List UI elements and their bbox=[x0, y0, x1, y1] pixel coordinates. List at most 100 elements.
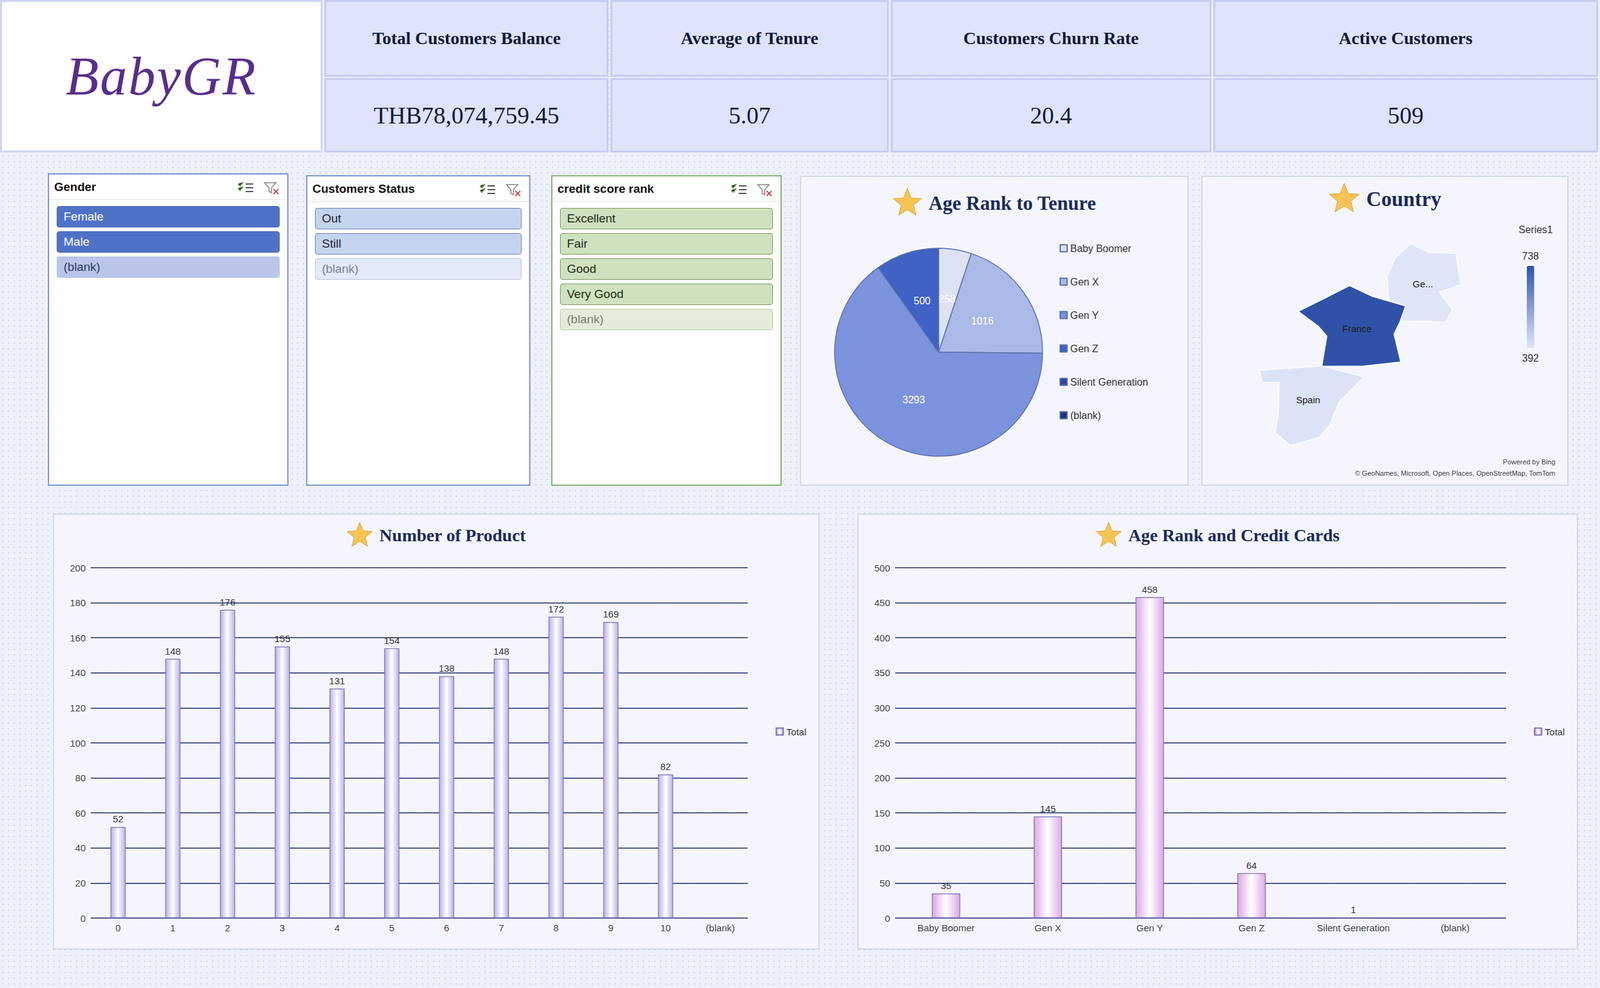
html-text:Active Customers: Active Customers bbox=[1338, 28, 1473, 48]
html-text:Male: Male bbox=[63, 234, 90, 249]
svg-text:392: 392 bbox=[1521, 352, 1539, 364]
svg-text:35: 35 bbox=[940, 880, 952, 891]
svg-text:© GeoNames, Microsoft, Open Pl: © GeoNames, Microsoft, Open Places, Open… bbox=[1354, 469, 1556, 477]
html-text:20.4: 20.4 bbox=[1030, 102, 1072, 129]
svg-text:400: 400 bbox=[874, 632, 891, 644]
svg-text:258: 258 bbox=[938, 293, 956, 305]
svg-text:(blank): (blank) bbox=[706, 922, 736, 933]
svg-text:138: 138 bbox=[438, 662, 455, 674]
svg-text:1: 1 bbox=[1350, 903, 1356, 915]
html-text:Gender: Gender bbox=[54, 180, 97, 194]
html-text:Customers Status: Customers Status bbox=[312, 182, 415, 196]
svg-text:40: 40 bbox=[74, 842, 86, 853]
svg-text:80: 80 bbox=[74, 772, 86, 783]
svg-text:(blank): (blank) bbox=[1070, 410, 1102, 421]
svg-text:458: 458 bbox=[1142, 583, 1158, 595]
svg-text:7: 7 bbox=[498, 922, 504, 933]
svg-text:8: 8 bbox=[553, 922, 559, 933]
html-text:Age Rank to Tenure: Age Rank to Tenure bbox=[928, 191, 1096, 214]
svg-text:Gen X: Gen X bbox=[1034, 922, 1062, 933]
svg-text:Series1: Series1 bbox=[1518, 224, 1553, 235]
svg-text:6: 6 bbox=[444, 922, 450, 933]
svg-text:500: 500 bbox=[914, 295, 932, 307]
svg-text:50: 50 bbox=[879, 877, 891, 889]
svg-text:Gen Y: Gen Y bbox=[1136, 922, 1163, 933]
html-text:509: 509 bbox=[1387, 102, 1424, 129]
svg-text:0: 0 bbox=[115, 922, 121, 933]
html-text:(blank): (blank) bbox=[63, 260, 101, 274]
svg-text:4: 4 bbox=[334, 922, 340, 933]
svg-text:148: 148 bbox=[493, 645, 509, 657]
html-text:(blank): (blank) bbox=[321, 262, 359, 276]
svg-text:Gen Z: Gen Z bbox=[1238, 922, 1265, 933]
svg-text:100: 100 bbox=[69, 737, 86, 749]
svg-text:145: 145 bbox=[1040, 803, 1056, 814]
svg-text:France: France bbox=[1342, 323, 1372, 334]
svg-text:250: 250 bbox=[874, 737, 891, 749]
svg-text:Spain: Spain bbox=[1295, 394, 1320, 406]
svg-text:Gen Z: Gen Z bbox=[1070, 343, 1099, 355]
svg-text:300: 300 bbox=[874, 702, 891, 714]
svg-text:100: 100 bbox=[874, 842, 891, 853]
svg-text:131: 131 bbox=[329, 675, 346, 686]
svg-text:Gen Y: Gen Y bbox=[1070, 309, 1099, 321]
svg-text:169: 169 bbox=[602, 608, 619, 620]
html-text:Age Rank and Credit Cards: Age Rank and Credit Cards bbox=[1128, 525, 1340, 545]
html-text:Customers Churn Rate: Customers Churn Rate bbox=[963, 28, 1139, 48]
svg-text:Ge...: Ge... bbox=[1412, 278, 1434, 290]
svg-text:Gen X: Gen X bbox=[1070, 276, 1100, 288]
html-text:Still: Still bbox=[321, 236, 342, 251]
svg-text:9: 9 bbox=[608, 922, 614, 933]
svg-text:Powered by Bing: Powered by Bing bbox=[1502, 457, 1556, 466]
svg-text:450: 450 bbox=[874, 597, 891, 608]
svg-text:2: 2 bbox=[224, 922, 230, 933]
html-text:THB78,074,759.45: THB78,074,759.45 bbox=[373, 102, 560, 129]
svg-text:155: 155 bbox=[274, 633, 291, 644]
svg-text:Silent Generation: Silent Generation bbox=[1070, 376, 1149, 388]
svg-text:60: 60 bbox=[74, 807, 86, 819]
svg-text:350: 350 bbox=[874, 667, 891, 678]
html-text:Fair: Fair bbox=[566, 236, 588, 251]
svg-text:82: 82 bbox=[660, 760, 671, 772]
svg-text:150: 150 bbox=[874, 807, 891, 819]
html-text:Country: Country bbox=[1366, 187, 1442, 211]
html-text:credit score rank: credit score rank bbox=[557, 182, 654, 196]
svg-text:172: 172 bbox=[548, 603, 564, 615]
svg-text:Silent Generation: Silent Generation bbox=[1317, 922, 1391, 933]
svg-text:Baby Boomer: Baby Boomer bbox=[1070, 243, 1132, 254]
svg-text:Baby Boomer: Baby Boomer bbox=[917, 922, 975, 933]
svg-text:Total: Total bbox=[1544, 726, 1565, 738]
svg-text:180: 180 bbox=[69, 597, 86, 608]
svg-text:10: 10 bbox=[660, 922, 671, 933]
svg-text:1: 1 bbox=[170, 922, 176, 933]
html-text:Out: Out bbox=[321, 211, 342, 225]
svg-text:(blank): (blank) bbox=[1440, 922, 1470, 933]
html-text:5.07: 5.07 bbox=[728, 102, 771, 129]
svg-text:154: 154 bbox=[384, 634, 400, 646]
svg-text:52: 52 bbox=[112, 813, 124, 824]
svg-text:5: 5 bbox=[389, 922, 395, 933]
html-text:Female: Female bbox=[63, 209, 104, 223]
svg-text:140: 140 bbox=[69, 667, 86, 678]
svg-text:3: 3 bbox=[279, 922, 285, 933]
svg-text:176: 176 bbox=[219, 596, 236, 608]
svg-text:0: 0 bbox=[885, 912, 891, 924]
svg-text:200: 200 bbox=[874, 772, 891, 783]
svg-text:160: 160 bbox=[69, 632, 86, 644]
html-text:BabyGR: BabyGR bbox=[65, 45, 257, 107]
svg-text:1016: 1016 bbox=[971, 315, 995, 327]
svg-text:200: 200 bbox=[69, 562, 86, 574]
svg-text:0: 0 bbox=[80, 912, 86, 924]
svg-text:500: 500 bbox=[874, 562, 891, 574]
svg-text:120: 120 bbox=[69, 702, 86, 714]
svg-text:64: 64 bbox=[1245, 859, 1257, 871]
html-text:Excellent: Excellent bbox=[566, 211, 616, 225]
svg-text:738: 738 bbox=[1521, 250, 1539, 262]
svg-text:148: 148 bbox=[165, 645, 181, 657]
svg-text:3293: 3293 bbox=[902, 394, 926, 406]
html-text:Average of Tenure: Average of Tenure bbox=[680, 28, 819, 48]
svg-text:Total: Total bbox=[786, 726, 807, 738]
html-text:Number of Product: Number of Product bbox=[379, 525, 526, 545]
html-text:Total Customers Balance: Total Customers Balance bbox=[372, 28, 561, 48]
svg-text:20: 20 bbox=[74, 877, 86, 889]
